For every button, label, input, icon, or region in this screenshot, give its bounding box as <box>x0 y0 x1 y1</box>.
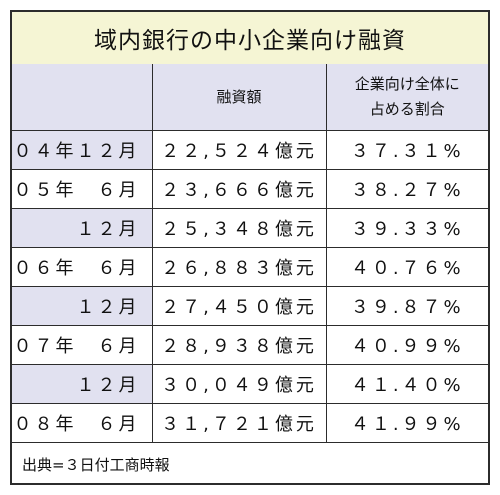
amount-cell: ３１,７２１億元 <box>151 403 327 443</box>
share-cell: ３９.８７% <box>325 286 488 326</box>
share-cell: ３８.２７% <box>325 169 488 209</box>
amount-cell: ２７,４５０億元 <box>151 286 327 326</box>
table-row: １２月 ２７,４５０億元 ３９.８７% <box>12 286 488 326</box>
table-frame: 域内銀行の中小企業向け融資 融資額 企業向け全体に 占める割合 ０４年１２月 ２… <box>10 10 490 485</box>
share-cell: ３７.３１% <box>325 130 488 170</box>
period-cell: １２月 <box>12 286 153 326</box>
table-row: ０５年 ６月 ２３,６６６億元 ３８.２７% <box>12 169 488 209</box>
table-row: １２月 ２５,３４８億元 ３９.３３% <box>12 208 488 248</box>
table-row: ０６年 ６月 ２６,８８３億元 ４０.７６% <box>12 247 488 287</box>
share-cell: ４１.４０% <box>325 364 488 404</box>
amount-cell: ２６,８８３億元 <box>151 247 327 287</box>
table-title: 域内銀行の中小企業向け融資 <box>12 12 488 65</box>
amount-cell: ２２,５２４億元 <box>151 130 327 170</box>
period-cell: ０７年 ６月 <box>12 325 153 365</box>
header-share: 企業向け全体に 占める割合 <box>325 64 488 131</box>
header-share-line1: 企業向け全体に <box>354 75 460 93</box>
loan-table: 融資額 企業向け全体に 占める割合 ０４年１２月 ２２,５２４億元 ３７.３１%… <box>12 64 488 443</box>
table-row: ０７年 ６月 ２８,９３８億元 ４０.９９% <box>12 325 488 365</box>
share-cell: ４０.７６% <box>325 247 488 287</box>
amount-cell: ２５,３４８億元 <box>151 208 327 248</box>
period-cell: ０５年 ６月 <box>12 169 153 209</box>
header-amount: 融資額 <box>151 64 327 131</box>
table-row: １２月 ３０,０４９億元 ４１.４０% <box>12 364 488 404</box>
share-cell: ４１.９９% <box>325 403 488 443</box>
share-cell: ３９.３３% <box>325 208 488 248</box>
source-note: 出典=３日付工商時報 <box>12 446 488 483</box>
period-cell: ０４年１２月 <box>12 130 153 170</box>
period-cell: ０６年 ６月 <box>12 247 153 287</box>
share-cell: ４０.９９% <box>325 325 488 365</box>
amount-cell: ２８,９３８億元 <box>151 325 327 365</box>
period-cell: １２月 <box>12 208 153 248</box>
header-share-line2: 占める割合 <box>369 100 445 118</box>
header-row: 融資額 企業向け全体に 占める割合 <box>12 64 488 131</box>
amount-cell: ２３,６６６億元 <box>151 169 327 209</box>
header-period <box>12 64 153 131</box>
period-cell: ０８年 ６月 <box>12 403 153 443</box>
period-cell: １２月 <box>12 364 153 404</box>
table-row: ０４年１２月 ２２,５２４億元 ３７.３１% <box>12 130 488 170</box>
amount-cell: ３０,０４９億元 <box>151 364 327 404</box>
table-row: ０８年 ６月 ３１,７２１億元 ４１.９９% <box>12 403 488 443</box>
